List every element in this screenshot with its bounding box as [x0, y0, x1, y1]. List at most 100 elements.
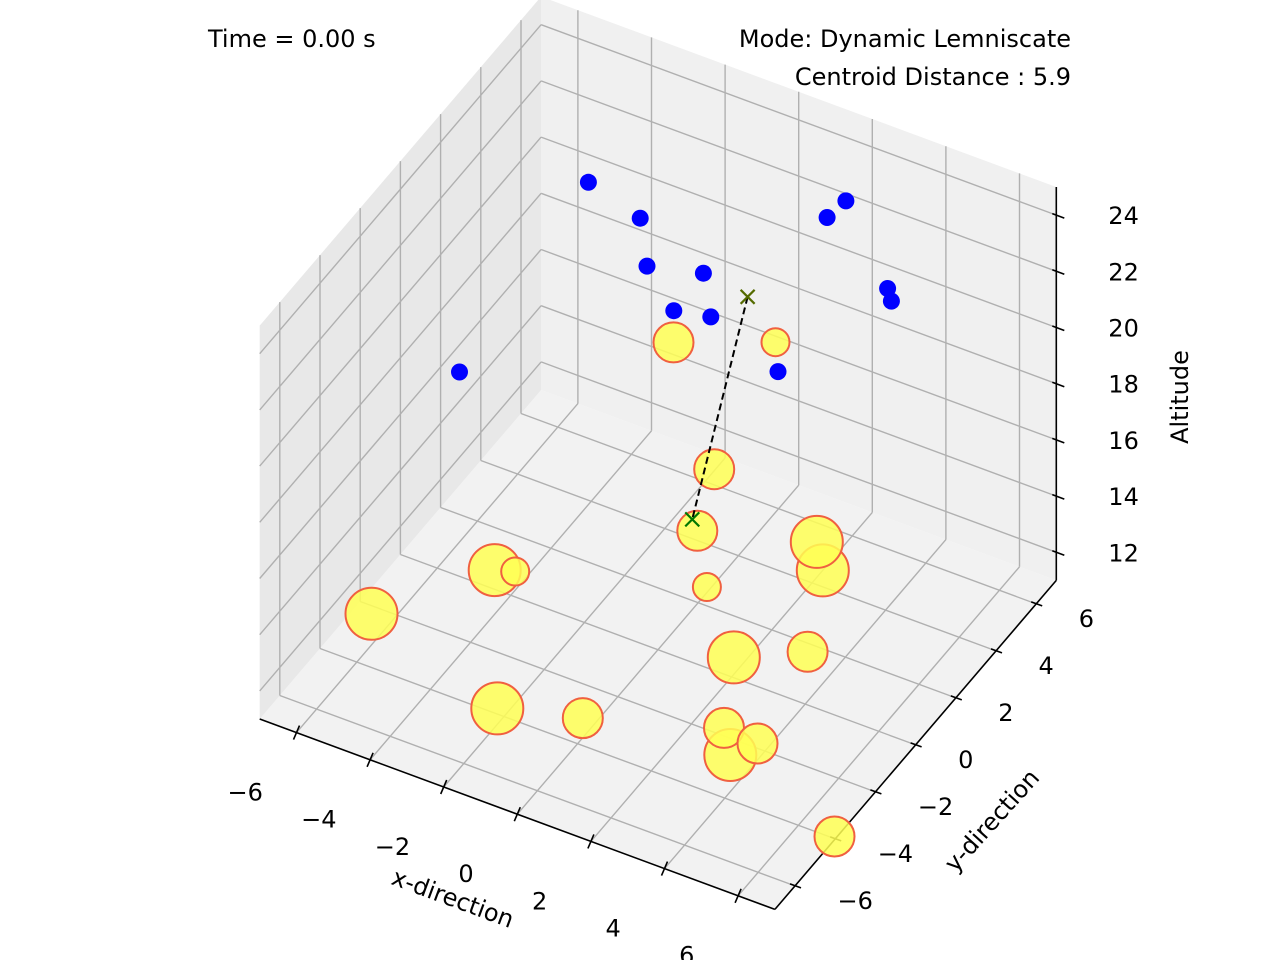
y-tick-label: −2 — [918, 793, 953, 821]
y-tick — [990, 648, 1003, 654]
z-tick — [1052, 325, 1065, 332]
y-tick-label: 2 — [998, 699, 1013, 727]
drone-marker — [694, 264, 712, 282]
grid-line-z-left — [259, 305, 542, 636]
x-tick — [439, 779, 448, 795]
y-tick — [1030, 601, 1043, 607]
x-tick-label: −2 — [375, 833, 410, 861]
grid-line-z-back — [540, 80, 1057, 272]
z-tick — [1052, 269, 1065, 276]
z-tick-label: 14 — [1108, 483, 1139, 511]
target-marker — [789, 514, 844, 569]
z-tick-label: 20 — [1108, 315, 1139, 343]
drone-marker — [702, 308, 720, 326]
grid-line-z-left — [259, 24, 542, 355]
grid-line-z-back — [540, 305, 1057, 497]
target-marker — [786, 630, 829, 673]
grid-line-z-left — [259, 80, 542, 411]
drone-marker — [882, 292, 900, 310]
x-tick — [587, 834, 595, 849]
x-tick-label: 4 — [606, 915, 621, 943]
drone-marker — [769, 363, 787, 381]
target-marker — [813, 815, 856, 858]
y-tick-label: 6 — [1079, 605, 1094, 633]
x-stroke — [684, 511, 701, 528]
drone-marker — [638, 257, 656, 275]
grid-line-z-left — [259, 136, 542, 467]
target-marker — [470, 681, 525, 736]
target-marker — [500, 556, 531, 587]
grid-line-z-left — [259, 192, 542, 523]
grid-line-z-back — [540, 24, 1057, 216]
z-tick-label: 12 — [1108, 539, 1139, 567]
time-label: Time = 0.00 s — [207, 25, 376, 53]
target-marker — [706, 630, 761, 685]
grid-line-y-floor — [319, 647, 836, 840]
x-tick-label: −6 — [228, 779, 263, 807]
target-marker — [652, 321, 695, 364]
x-tick — [734, 888, 742, 904]
target-marker — [344, 586, 399, 641]
x-tick — [513, 806, 522, 822]
y-tick-label: −6 — [838, 887, 873, 915]
grid-line-z-left — [259, 249, 542, 579]
grid-line-z-left — [259, 361, 542, 692]
drone-marker — [451, 363, 468, 381]
x-tick-label: 2 — [532, 887, 547, 915]
z-tick — [1052, 381, 1065, 388]
target-marker — [676, 509, 719, 552]
grid-line-z-back — [540, 136, 1057, 329]
z-tick — [1052, 493, 1065, 500]
grid-line-y-floor — [279, 694, 796, 887]
grid-line-z-back — [540, 361, 1057, 553]
x-tick — [366, 752, 374, 768]
tick-marks — [292, 212, 1065, 904]
centroid-link-line — [691, 296, 749, 520]
y-tick-label: 4 — [1039, 652, 1054, 680]
drone-marker — [665, 302, 683, 320]
y-tick — [870, 789, 882, 795]
drone-marker — [818, 209, 836, 226]
z-tick-label: 24 — [1108, 202, 1139, 230]
x-tick-label: 6 — [679, 942, 694, 960]
z-tick — [1052, 550, 1065, 557]
x-tick-label: 0 — [458, 860, 473, 888]
drone-marker — [837, 192, 855, 210]
grid-line-y-floor — [480, 459, 997, 652]
z-tick — [1052, 437, 1065, 444]
centroid-distance-label: Centroid Distance : 5.9 — [795, 63, 1071, 91]
target-centroid-marker — [684, 511, 701, 528]
y-axis-label: y-direction — [939, 764, 1045, 878]
y-tick — [789, 883, 802, 889]
drone-centroid-marker — [739, 289, 756, 305]
grid-line-z-back — [540, 248, 1057, 441]
grid-line-y-floor — [359, 600, 876, 793]
drone-marker — [579, 173, 597, 191]
z-tick-label: 18 — [1108, 371, 1139, 399]
y-tick-label: 0 — [958, 746, 973, 774]
target-marker — [736, 722, 779, 765]
grid-line-z-back — [540, 192, 1057, 385]
target-marker — [561, 697, 604, 740]
z-axis-label: Altitude — [1166, 350, 1194, 444]
target-marker — [691, 572, 722, 602]
x-axis-label: x-direction — [388, 863, 518, 934]
target-marker — [760, 327, 791, 358]
y-tick — [910, 742, 922, 748]
data-points — [344, 173, 900, 858]
grid-line-y-floor — [440, 506, 957, 699]
y-tick — [950, 695, 963, 701]
target-marker — [693, 448, 736, 491]
x-tick — [292, 725, 301, 740]
mode-label: Mode: Dynamic Lemniscate — [739, 25, 1071, 53]
drone-marker — [631, 209, 649, 227]
z-tick — [1052, 212, 1065, 219]
z-tick-label: 22 — [1108, 258, 1139, 286]
grid-line-y-floor — [520, 412, 1037, 605]
x-tick-label: −4 — [301, 806, 336, 834]
x-tick — [660, 861, 669, 876]
x-stroke — [739, 289, 756, 305]
z-tick-label: 16 — [1108, 427, 1139, 455]
